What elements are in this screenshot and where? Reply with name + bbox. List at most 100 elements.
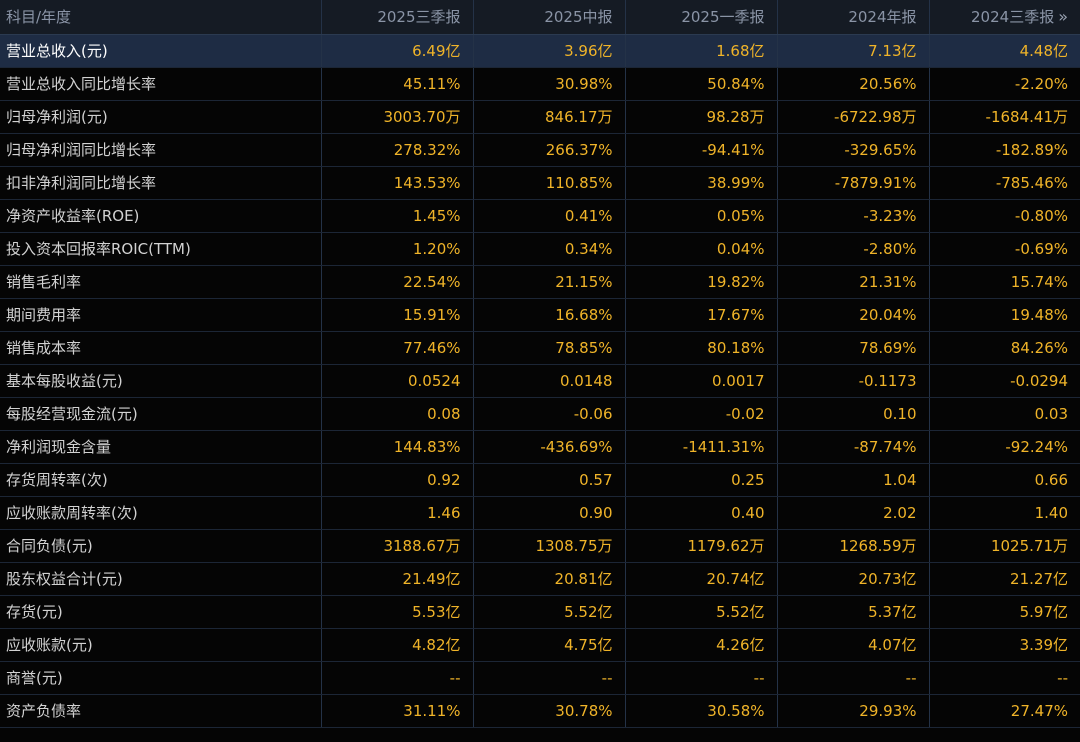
cell-value: -6722.98万 (777, 100, 930, 134)
cell-value: 1.20% (321, 232, 474, 266)
row-label: 销售毛利率 (0, 265, 322, 299)
cell-value: 1179.62万 (625, 529, 778, 563)
cell-value: 45.11% (321, 67, 474, 101)
cell-value: 0.05% (625, 199, 778, 233)
cell-value: 0.04% (625, 232, 778, 266)
row-label: 净利润现金含量 (0, 430, 322, 464)
table-row[interactable]: 应收账款周转率(次) 1.46 0.90 0.40 2.02 1.40 (0, 496, 1080, 530)
cell-value: 15.74% (929, 265, 1080, 299)
cell-value: 20.56% (777, 67, 930, 101)
table-row[interactable]: 资产负债率 31.11% 30.78% 30.58% 29.93% 27.47% (0, 694, 1080, 728)
cell-value: -0.80% (929, 199, 1080, 233)
cell-value: 5.53亿 (321, 595, 474, 629)
cell-value: 21.27亿 (929, 562, 1080, 596)
cell-value: 78.69% (777, 331, 930, 365)
cell-value: 80.18% (625, 331, 778, 365)
cell-value: 27.47% (929, 694, 1080, 728)
table-row[interactable]: 归母净利润(元) 3003.70万 846.17万 98.28万 -6722.98万 -1… (0, 100, 1080, 134)
row-label: 每股经营现金流(元) (0, 397, 322, 431)
table-row[interactable]: 净资产收益率(ROE) 1.45% 0.41% 0.05% -3.23% -0.80% (0, 199, 1080, 233)
cell-value: 0.41% (473, 199, 626, 233)
cell-value: 0.03 (929, 397, 1080, 431)
cell-value: -0.69% (929, 232, 1080, 266)
cell-value: 1.68亿 (625, 34, 778, 68)
cell-value: -329.65% (777, 133, 930, 167)
cell-value: 144.83% (321, 430, 474, 464)
table-row[interactable]: 销售毛利率 22.54% 21.15% 19.82% 21.31% 15.74% (0, 265, 1080, 299)
cell-value: 22.54% (321, 265, 474, 299)
cell-value: 3.39亿 (929, 628, 1080, 662)
row-label: 营业总收入同比增长率 (0, 67, 322, 101)
cell-value: -- (777, 661, 930, 695)
cell-value: 4.75亿 (473, 628, 626, 662)
table-row[interactable]: 基本每股收益(元) 0.0524 0.0148 0.0017 -0.1173 -0.029… (0, 364, 1080, 398)
table-header-row: 科目/年度 2025三季报 2025中报 2025一季报 2024年报 2024… (0, 0, 1080, 35)
next-page-icon[interactable]: » (1058, 7, 1068, 27)
cell-value: 0.40 (625, 496, 778, 530)
row-label: 应收账款周转率(次) (0, 496, 322, 530)
cell-value: 1268.59万 (777, 529, 930, 563)
cell-value: 6.49亿 (321, 34, 474, 68)
cell-value: -92.24% (929, 430, 1080, 464)
row-label: 合同负债(元) (0, 529, 322, 563)
row-label: 基本每股收益(元) (0, 364, 322, 398)
cell-value: 30.98% (473, 67, 626, 101)
cell-value: 19.48% (929, 298, 1080, 332)
table-row[interactable]: 存货(元) 5.53亿 5.52亿 5.52亿 5.37亿 5.97亿 (0, 595, 1080, 629)
period-header-label[interactable]: 2024三季报 (971, 8, 1055, 27)
cell-value: 1.04 (777, 463, 930, 497)
cell-value: 20.04% (777, 298, 930, 332)
cell-value: 1308.75万 (473, 529, 626, 563)
cell-value: 278.32% (321, 133, 474, 167)
table-row[interactable]: 应收账款(元) 4.82亿 4.75亿 4.26亿 4.07亿 3.39亿 (0, 628, 1080, 662)
table-body: 营业总收入(元) 6.49亿 3.96亿 1.68亿 7.13亿 4.48亿 营业总收入同比… (0, 34, 1080, 728)
table-row[interactable]: 合同负债(元) 3188.67万 1308.75万 1179.62万 1268.59万 1… (0, 529, 1080, 563)
table-row[interactable]: 投入资本回报率ROIC(TTM) 1.20% 0.34% 0.04% -2.80% -0.… (0, 232, 1080, 266)
row-label: 扣非净利润同比增长率 (0, 166, 322, 200)
cell-value: 0.0148 (473, 364, 626, 398)
table-row[interactable]: 期间费用率 15.91% 16.68% 17.67% 20.04% 19.48% (0, 298, 1080, 332)
cell-value: -1411.31% (625, 430, 778, 464)
table-row[interactable]: 营业总收入(元) 6.49亿 3.96亿 1.68亿 7.13亿 4.48亿 (0, 34, 1080, 68)
cell-value: 50.84% (625, 67, 778, 101)
row-label: 营业总收入(元) (0, 34, 322, 68)
cell-value: -- (625, 661, 778, 695)
row-label: 归母净利润同比增长率 (0, 133, 322, 167)
cell-value: -2.20% (929, 67, 1080, 101)
cell-value: 21.49亿 (321, 562, 474, 596)
table-row[interactable]: 股东权益合计(元) 21.49亿 20.81亿 20.74亿 20.73亿 21.27亿 (0, 562, 1080, 596)
cell-value: -- (321, 661, 474, 695)
table-row[interactable]: 净利润现金含量 144.83% -436.69% -1411.31% -87.74% -9… (0, 430, 1080, 464)
cell-value: 98.28万 (625, 100, 778, 134)
table-row[interactable]: 销售成本率 77.46% 78.85% 80.18% 78.69% 84.26% (0, 331, 1080, 365)
cell-value: -1684.41万 (929, 100, 1080, 134)
table-row[interactable]: 营业总收入同比增长率 45.11% 30.98% 50.84% 20.56% -2.20% (0, 67, 1080, 101)
cell-value: 4.07亿 (777, 628, 930, 662)
table-row[interactable]: 存货周转率(次) 0.92 0.57 0.25 1.04 0.66 (0, 463, 1080, 497)
row-label: 存货周转率(次) (0, 463, 322, 497)
cell-value: 84.26% (929, 331, 1080, 365)
period-header-last[interactable]: 2024三季报» (929, 0, 1080, 35)
cell-value: 0.0524 (321, 364, 474, 398)
cell-value: 0.34% (473, 232, 626, 266)
period-header[interactable]: 2025中报 (473, 0, 626, 35)
cell-value: 21.31% (777, 265, 930, 299)
table-row[interactable]: 扣非净利润同比增长率 143.53% 110.85% 38.99% -7879.91% -… (0, 166, 1080, 200)
table-row[interactable]: 商誉(元) -- -- -- -- -- (0, 661, 1080, 695)
cell-value: 5.97亿 (929, 595, 1080, 629)
period-header[interactable]: 2025一季报 (625, 0, 778, 35)
period-header[interactable]: 2025三季报 (321, 0, 474, 35)
cell-value: 3003.70万 (321, 100, 474, 134)
cell-value: -0.06 (473, 397, 626, 431)
cell-value: 3.96亿 (473, 34, 626, 68)
cell-value: -436.69% (473, 430, 626, 464)
cell-value: 0.57 (473, 463, 626, 497)
period-header[interactable]: 2024年报 (777, 0, 930, 35)
header-label: 科目/年度 (0, 0, 322, 35)
cell-value: 78.85% (473, 331, 626, 365)
cell-value: 5.52亿 (625, 595, 778, 629)
table-row[interactable]: 每股经营现金流(元) 0.08 -0.06 -0.02 0.10 0.03 (0, 397, 1080, 431)
cell-value: -7879.91% (777, 166, 930, 200)
table-row[interactable]: 归母净利润同比增长率 278.32% 266.37% -94.41% -329.65% -… (0, 133, 1080, 167)
